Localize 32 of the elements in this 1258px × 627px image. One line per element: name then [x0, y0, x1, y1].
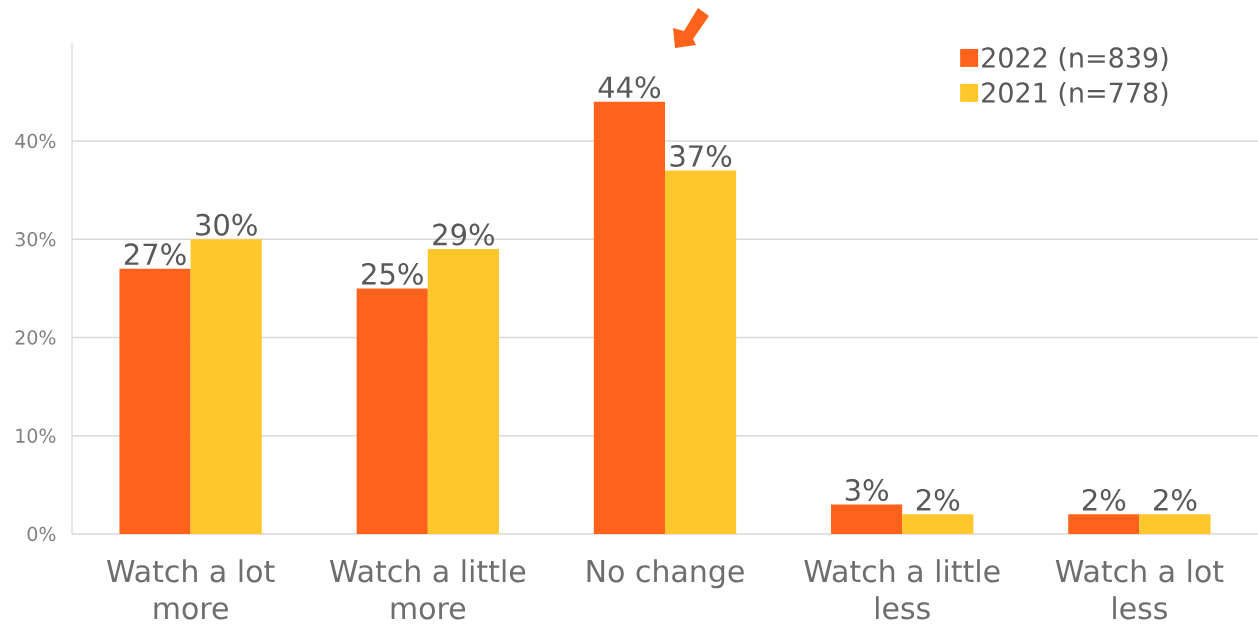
y-tick-label: 0%: [27, 526, 56, 542]
bar: [902, 514, 974, 534]
y-tick-label: 20%: [15, 330, 56, 345]
y-tick-label: 30%: [15, 232, 56, 247]
legend-label: 2022 (n=839): [982, 46, 1168, 71]
x-tick-label: Watch a little less: [804, 559, 1000, 620]
bar: [1068, 514, 1140, 534]
data-label: 37%: [670, 145, 732, 167]
x-tick-label: Watch a lot more: [106, 559, 275, 620]
data-label: 2%: [916, 488, 960, 511]
data-label: 25%: [362, 262, 423, 285]
data-label: 3%: [845, 479, 888, 501]
bar: [1139, 514, 1211, 534]
bar: [427, 249, 499, 534]
bar: [119, 268, 191, 534]
bar: [593, 101, 665, 534]
data-label: 27%: [124, 243, 186, 266]
x-tick-label: No change: [587, 559, 744, 589]
data-label: 29%: [433, 223, 494, 246]
bar: [356, 288, 428, 534]
data-label: 2%: [1154, 488, 1197, 511]
data-label: 44%: [598, 76, 661, 99]
data-label: 2%: [1082, 488, 1126, 511]
x-tick-label: Watch a little more: [329, 559, 526, 620]
legend-label: 2021 (n=778): [982, 81, 1168, 106]
bar: [664, 170, 737, 534]
y-tick-label: 10%: [16, 428, 56, 443]
bar: [831, 504, 903, 534]
data-label: 30%: [196, 213, 257, 236]
x-tick-label: Watch a lot less: [1055, 559, 1224, 620]
bar: [190, 239, 262, 534]
y-tick-label: 40%: [15, 133, 56, 149]
